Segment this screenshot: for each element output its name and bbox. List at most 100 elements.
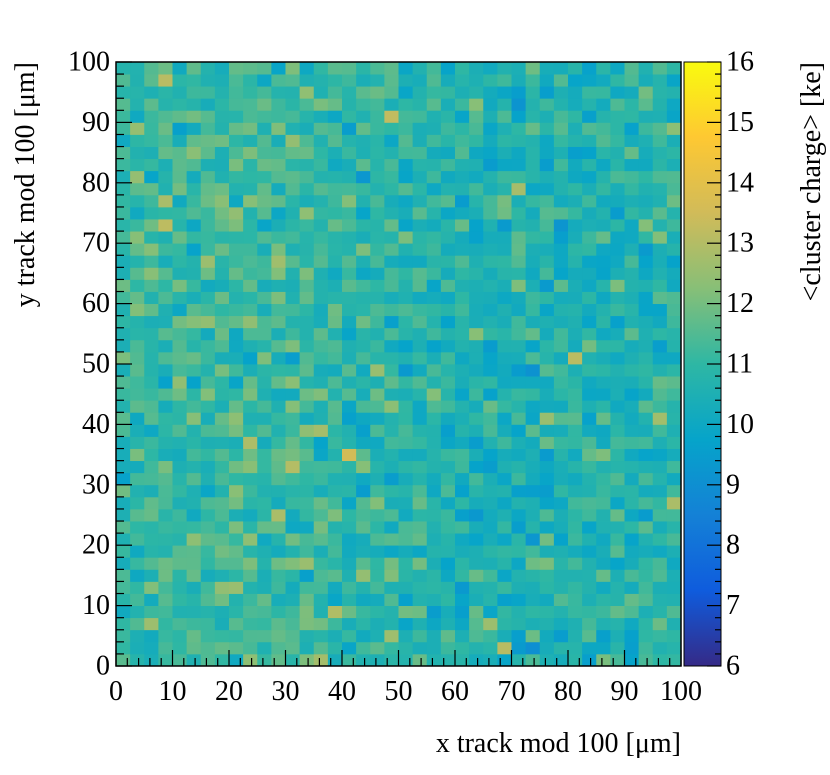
heatmap-cell xyxy=(469,110,484,123)
heatmap-cell xyxy=(666,110,682,123)
heatmap-cell xyxy=(497,617,512,631)
heatmap-cell xyxy=(483,74,498,87)
heatmap-cell xyxy=(469,581,484,594)
heatmap-cell xyxy=(299,122,315,135)
heatmap-cell xyxy=(342,424,357,437)
heatmap-cell xyxy=(568,170,583,184)
heatmap-cell xyxy=(483,400,498,413)
heatmap-cell xyxy=(313,86,329,99)
heatmap-cell xyxy=(469,122,484,135)
heatmap-cell xyxy=(370,206,385,220)
heatmap-cell xyxy=(243,134,258,147)
heatmap-cell xyxy=(257,267,272,280)
heatmap-cell xyxy=(214,267,230,280)
y-tick-label: 100 xyxy=(68,47,110,78)
heatmap-cell xyxy=(271,605,286,619)
heatmap-cell xyxy=(511,315,527,329)
heatmap-cell xyxy=(116,388,131,401)
heatmap-cell xyxy=(610,424,625,437)
heatmap-cell xyxy=(440,315,456,329)
heatmap-cell xyxy=(596,484,611,498)
heatmap-cell xyxy=(568,110,583,123)
heatmap-cell xyxy=(370,605,385,619)
heatmap-cell xyxy=(172,351,188,365)
heatmap-cell xyxy=(313,327,329,341)
heatmap-cell xyxy=(229,412,244,425)
heatmap-cell xyxy=(497,581,512,594)
heatmap-cell xyxy=(186,351,202,365)
heatmap-cell xyxy=(229,351,244,365)
heatmap-cell xyxy=(398,243,414,256)
heatmap-cell xyxy=(440,557,456,570)
heatmap-cell xyxy=(130,219,145,232)
heatmap-cell xyxy=(200,351,216,365)
heatmap-cell xyxy=(313,424,329,437)
heatmap-cell xyxy=(412,388,428,401)
heatmap-cell xyxy=(511,279,527,292)
heatmap-cell xyxy=(525,134,541,147)
heatmap-cell xyxy=(568,557,583,570)
heatmap-cell xyxy=(158,98,173,111)
heatmap-cell xyxy=(144,460,159,474)
heatmap-cell xyxy=(158,339,173,353)
heatmap-cell xyxy=(525,74,541,87)
heatmap-cell xyxy=(582,206,597,220)
heatmap-cell xyxy=(327,206,343,220)
heatmap-cell xyxy=(624,448,640,462)
heatmap-cell xyxy=(370,653,385,667)
heatmap-cell xyxy=(455,182,470,196)
heatmap-cell xyxy=(313,412,329,425)
heatmap-cell xyxy=(186,303,202,317)
heatmap-cell xyxy=(229,146,244,160)
heatmap-cell xyxy=(398,460,414,474)
heatmap-cell xyxy=(525,98,541,111)
heatmap-cell xyxy=(130,243,145,256)
heatmap-cell xyxy=(638,267,654,280)
heatmap-cell xyxy=(426,436,442,449)
heatmap-cell xyxy=(356,194,371,208)
heatmap-cell xyxy=(610,279,625,292)
heatmap-cell xyxy=(568,460,583,474)
heatmap-cell xyxy=(638,388,654,401)
heatmap-cell xyxy=(652,496,668,510)
heatmap-cell xyxy=(469,641,484,655)
heatmap-cell xyxy=(158,291,173,304)
heatmap-cell xyxy=(342,291,357,304)
heatmap-cell xyxy=(384,484,399,498)
heatmap-cell xyxy=(568,545,583,558)
heatmap-cell xyxy=(271,521,286,534)
heatmap-cell xyxy=(568,315,583,329)
heatmap-cell xyxy=(384,581,399,594)
heatmap-cell xyxy=(582,617,597,631)
heatmap-cell xyxy=(440,569,456,582)
heatmap-cell xyxy=(666,496,682,510)
heatmap-cell xyxy=(624,581,640,594)
heatmap-cell xyxy=(214,629,230,643)
heatmap-cell xyxy=(610,303,625,317)
heatmap-cell xyxy=(469,339,484,353)
heatmap-cell xyxy=(497,484,512,498)
heatmap-cell xyxy=(229,170,244,184)
heatmap-cell xyxy=(229,291,244,304)
heatmap-cell xyxy=(455,629,470,643)
heatmap-cell xyxy=(497,605,512,619)
heatmap-cell xyxy=(624,605,640,619)
heatmap-cell xyxy=(172,400,188,413)
heatmap-cell xyxy=(116,134,131,147)
heatmap-cell xyxy=(130,448,145,462)
heatmap-cell xyxy=(624,206,640,220)
heatmap-cell xyxy=(624,460,640,474)
heatmap-cell xyxy=(455,86,470,99)
heatmap-cell xyxy=(568,219,583,232)
heatmap-cell xyxy=(214,255,230,268)
heatmap-cell xyxy=(130,653,145,667)
heatmap-cell xyxy=(285,351,301,365)
heatmap-cell xyxy=(666,339,682,353)
heatmap-cell xyxy=(186,243,202,256)
heatmap-cell xyxy=(568,472,583,486)
heatmap-cell xyxy=(469,448,484,462)
heatmap-cell xyxy=(158,219,173,232)
heatmap-cell xyxy=(582,194,597,208)
heatmap-cell xyxy=(257,219,272,232)
heatmap-cell xyxy=(568,279,583,292)
